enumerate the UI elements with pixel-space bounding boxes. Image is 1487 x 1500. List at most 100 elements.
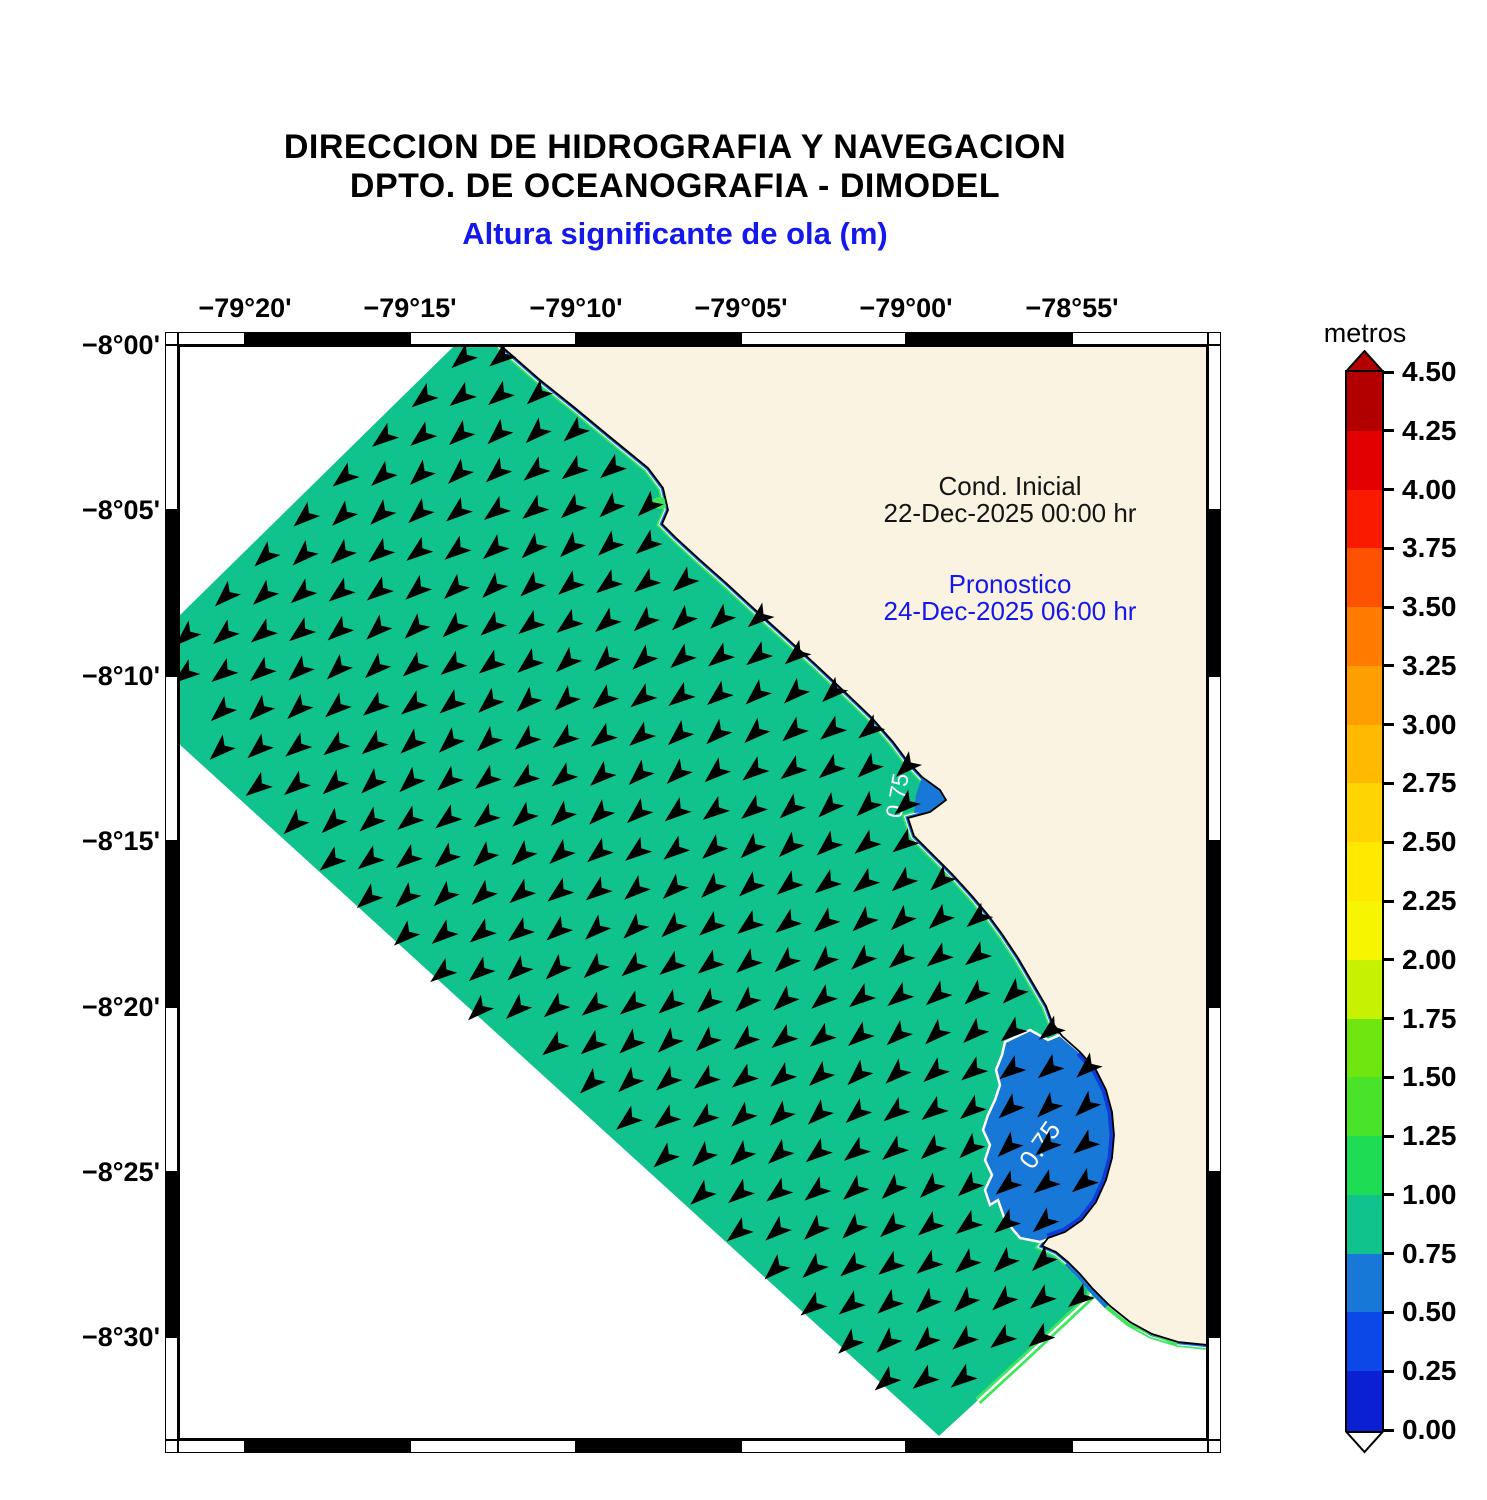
wave-direction-arrow-icon bbox=[214, 580, 241, 607]
wave-direction-arrow-icon bbox=[782, 716, 809, 742]
wave-height-map: 0.750.75 bbox=[178, 345, 1208, 1436]
frame-segment-top bbox=[410, 332, 576, 345]
frame-segment-bottom bbox=[178, 1440, 245, 1453]
wave-direction-arrow-icon bbox=[560, 531, 587, 558]
y-tick-label: −8°20' bbox=[81, 992, 160, 1022]
y-tick-label: −8°05' bbox=[81, 495, 160, 525]
wave-direction-arrow-icon bbox=[664, 797, 692, 822]
wave-direction-arrow-icon bbox=[435, 804, 463, 829]
frame-segment-top bbox=[178, 332, 245, 345]
wave-direction-arrow-icon bbox=[1031, 1245, 1058, 1272]
wave-direction-arrow-icon bbox=[366, 614, 393, 640]
colorbar-tick-label: 1.25 bbox=[1402, 1120, 1457, 1152]
x-tick-label: −79°20' bbox=[198, 293, 292, 323]
main-title-line1: DIRECCION DE HIDROGRAFIA Y NAVEGACION bbox=[283, 128, 1067, 166]
wave-direction-arrow-icon bbox=[994, 1208, 1022, 1233]
wave-direction-arrow-icon bbox=[321, 807, 348, 834]
wave-direction-arrow-icon bbox=[876, 1327, 903, 1353]
wave-direction-arrow-icon bbox=[410, 421, 438, 446]
wave-direction-arrow-icon bbox=[1076, 1052, 1103, 1078]
wave-direction-arrow-icon bbox=[842, 1213, 869, 1239]
wave-direction-arrow-icon bbox=[954, 1286, 981, 1312]
frame-segment-top bbox=[906, 332, 1072, 345]
wave-direction-arrow-icon bbox=[468, 956, 496, 982]
wave-direction-arrow-icon bbox=[820, 715, 848, 740]
frame-segment-bottom bbox=[741, 1440, 906, 1453]
frame-segment-top bbox=[576, 332, 741, 345]
wave-direction-arrow-icon bbox=[1000, 1016, 1028, 1042]
wave-direction-arrow-icon bbox=[594, 645, 621, 672]
wave-direction-arrow-icon bbox=[672, 566, 700, 592]
wave-direction-arrow-icon bbox=[818, 791, 845, 818]
wave-direction-arrow-icon bbox=[776, 870, 804, 895]
wave-direction-arrow-icon bbox=[672, 604, 699, 631]
wave-direction-arrow-icon bbox=[619, 990, 647, 1015]
wave-direction-arrow-icon bbox=[292, 539, 319, 566]
wave-direction-arrow-icon bbox=[843, 1174, 870, 1200]
wave-direction-arrow-icon bbox=[667, 720, 695, 746]
wave-direction-arrow-icon bbox=[371, 460, 398, 486]
wave-direction-arrow-icon bbox=[744, 717, 771, 744]
wave-direction-arrow-icon bbox=[448, 420, 476, 446]
wave-direction-arrow-icon bbox=[990, 1323, 1018, 1349]
wave-direction-arrow-icon bbox=[809, 1022, 837, 1047]
wave-direction-arrow-icon bbox=[746, 641, 774, 666]
wave-direction-arrow-icon bbox=[998, 1093, 1026, 1119]
wave-direction-arrow-icon bbox=[739, 871, 766, 897]
frame-segment-bottom bbox=[906, 1440, 1072, 1453]
wave-direction-arrow-icon bbox=[522, 494, 550, 519]
wave-direction-arrow-icon bbox=[332, 462, 360, 487]
colorbar-segment bbox=[1347, 1018, 1382, 1078]
y-tick-label: −8°00' bbox=[81, 330, 160, 360]
wave-direction-arrow-icon bbox=[731, 1063, 759, 1088]
colorbar-tick-label: 3.25 bbox=[1402, 649, 1457, 681]
wave-direction-arrow-icon bbox=[708, 642, 736, 667]
wave-direction-arrow-icon bbox=[359, 806, 387, 832]
colorbar-title: metros bbox=[1323, 318, 1407, 348]
wave-direction-arrow-icon bbox=[894, 789, 921, 815]
wave-direction-arrow-icon bbox=[595, 569, 624, 594]
colorbar-segment bbox=[1347, 1312, 1382, 1372]
wave-direction-arrow-icon bbox=[516, 686, 543, 712]
wave-direction-arrow-icon bbox=[473, 841, 500, 867]
colorbar-tick-label: 3.75 bbox=[1402, 532, 1457, 564]
wave-direction-arrow-icon bbox=[925, 980, 953, 1006]
wave-direction-arrow-icon bbox=[393, 920, 421, 946]
wave-direction-arrow-icon bbox=[880, 1212, 907, 1238]
wave-direction-arrow-icon bbox=[745, 679, 772, 705]
initial-condition-label: Cond. Inicial bbox=[938, 471, 1082, 501]
wave-direction-arrow-icon bbox=[993, 1246, 1020, 1273]
wave-direction-arrow-icon bbox=[284, 770, 311, 796]
wave-direction-arrow-icon bbox=[1035, 1130, 1062, 1156]
colorbar-tick-label: 4.00 bbox=[1402, 473, 1457, 505]
wave-direction-arrow-icon bbox=[249, 694, 276, 721]
wave-direction-arrow-icon bbox=[710, 603, 737, 629]
wave-direction-arrow-icon bbox=[912, 1364, 940, 1389]
wave-direction-arrow-icon bbox=[447, 458, 475, 484]
wave-direction-arrow-icon bbox=[444, 535, 472, 560]
frame-segment-top bbox=[1208, 332, 1221, 345]
wave-direction-arrow-icon bbox=[690, 1179, 717, 1205]
wave-direction-arrow-icon bbox=[702, 795, 730, 821]
main-title: DIRECCION DE HIDROGRAFIA Y NAVEGACION DP… bbox=[160, 128, 1190, 206]
wave-direction-arrow-icon bbox=[666, 758, 693, 784]
wave-direction-arrow-icon bbox=[653, 1142, 680, 1168]
wave-direction-arrow-icon bbox=[965, 941, 993, 966]
colorbar-tick-label: 1.00 bbox=[1402, 1178, 1457, 1210]
wave-direction-arrow-icon bbox=[733, 1024, 761, 1050]
wave-direction-arrow-icon bbox=[882, 1135, 910, 1160]
wave-direction-arrow-icon bbox=[853, 867, 881, 893]
wave-direction-arrow-icon bbox=[952, 1324, 980, 1350]
colorbar-tick-label: 1.50 bbox=[1402, 1061, 1457, 1093]
wave-direction-arrow-icon bbox=[550, 800, 577, 826]
wave-direction-arrow-icon bbox=[915, 1287, 943, 1313]
wave-direction-arrow-icon bbox=[737, 909, 765, 935]
wave-direction-arrow-icon bbox=[632, 644, 659, 670]
colorbar-tick bbox=[1382, 781, 1394, 785]
colorbar-tick-label: 0.75 bbox=[1402, 1237, 1457, 1269]
wave-direction-arrow-icon bbox=[289, 617, 317, 642]
wave-direction-arrow-icon bbox=[468, 994, 495, 1021]
wave-direction-arrow-icon bbox=[555, 646, 583, 673]
frame-segment-right bbox=[1208, 841, 1221, 1007]
